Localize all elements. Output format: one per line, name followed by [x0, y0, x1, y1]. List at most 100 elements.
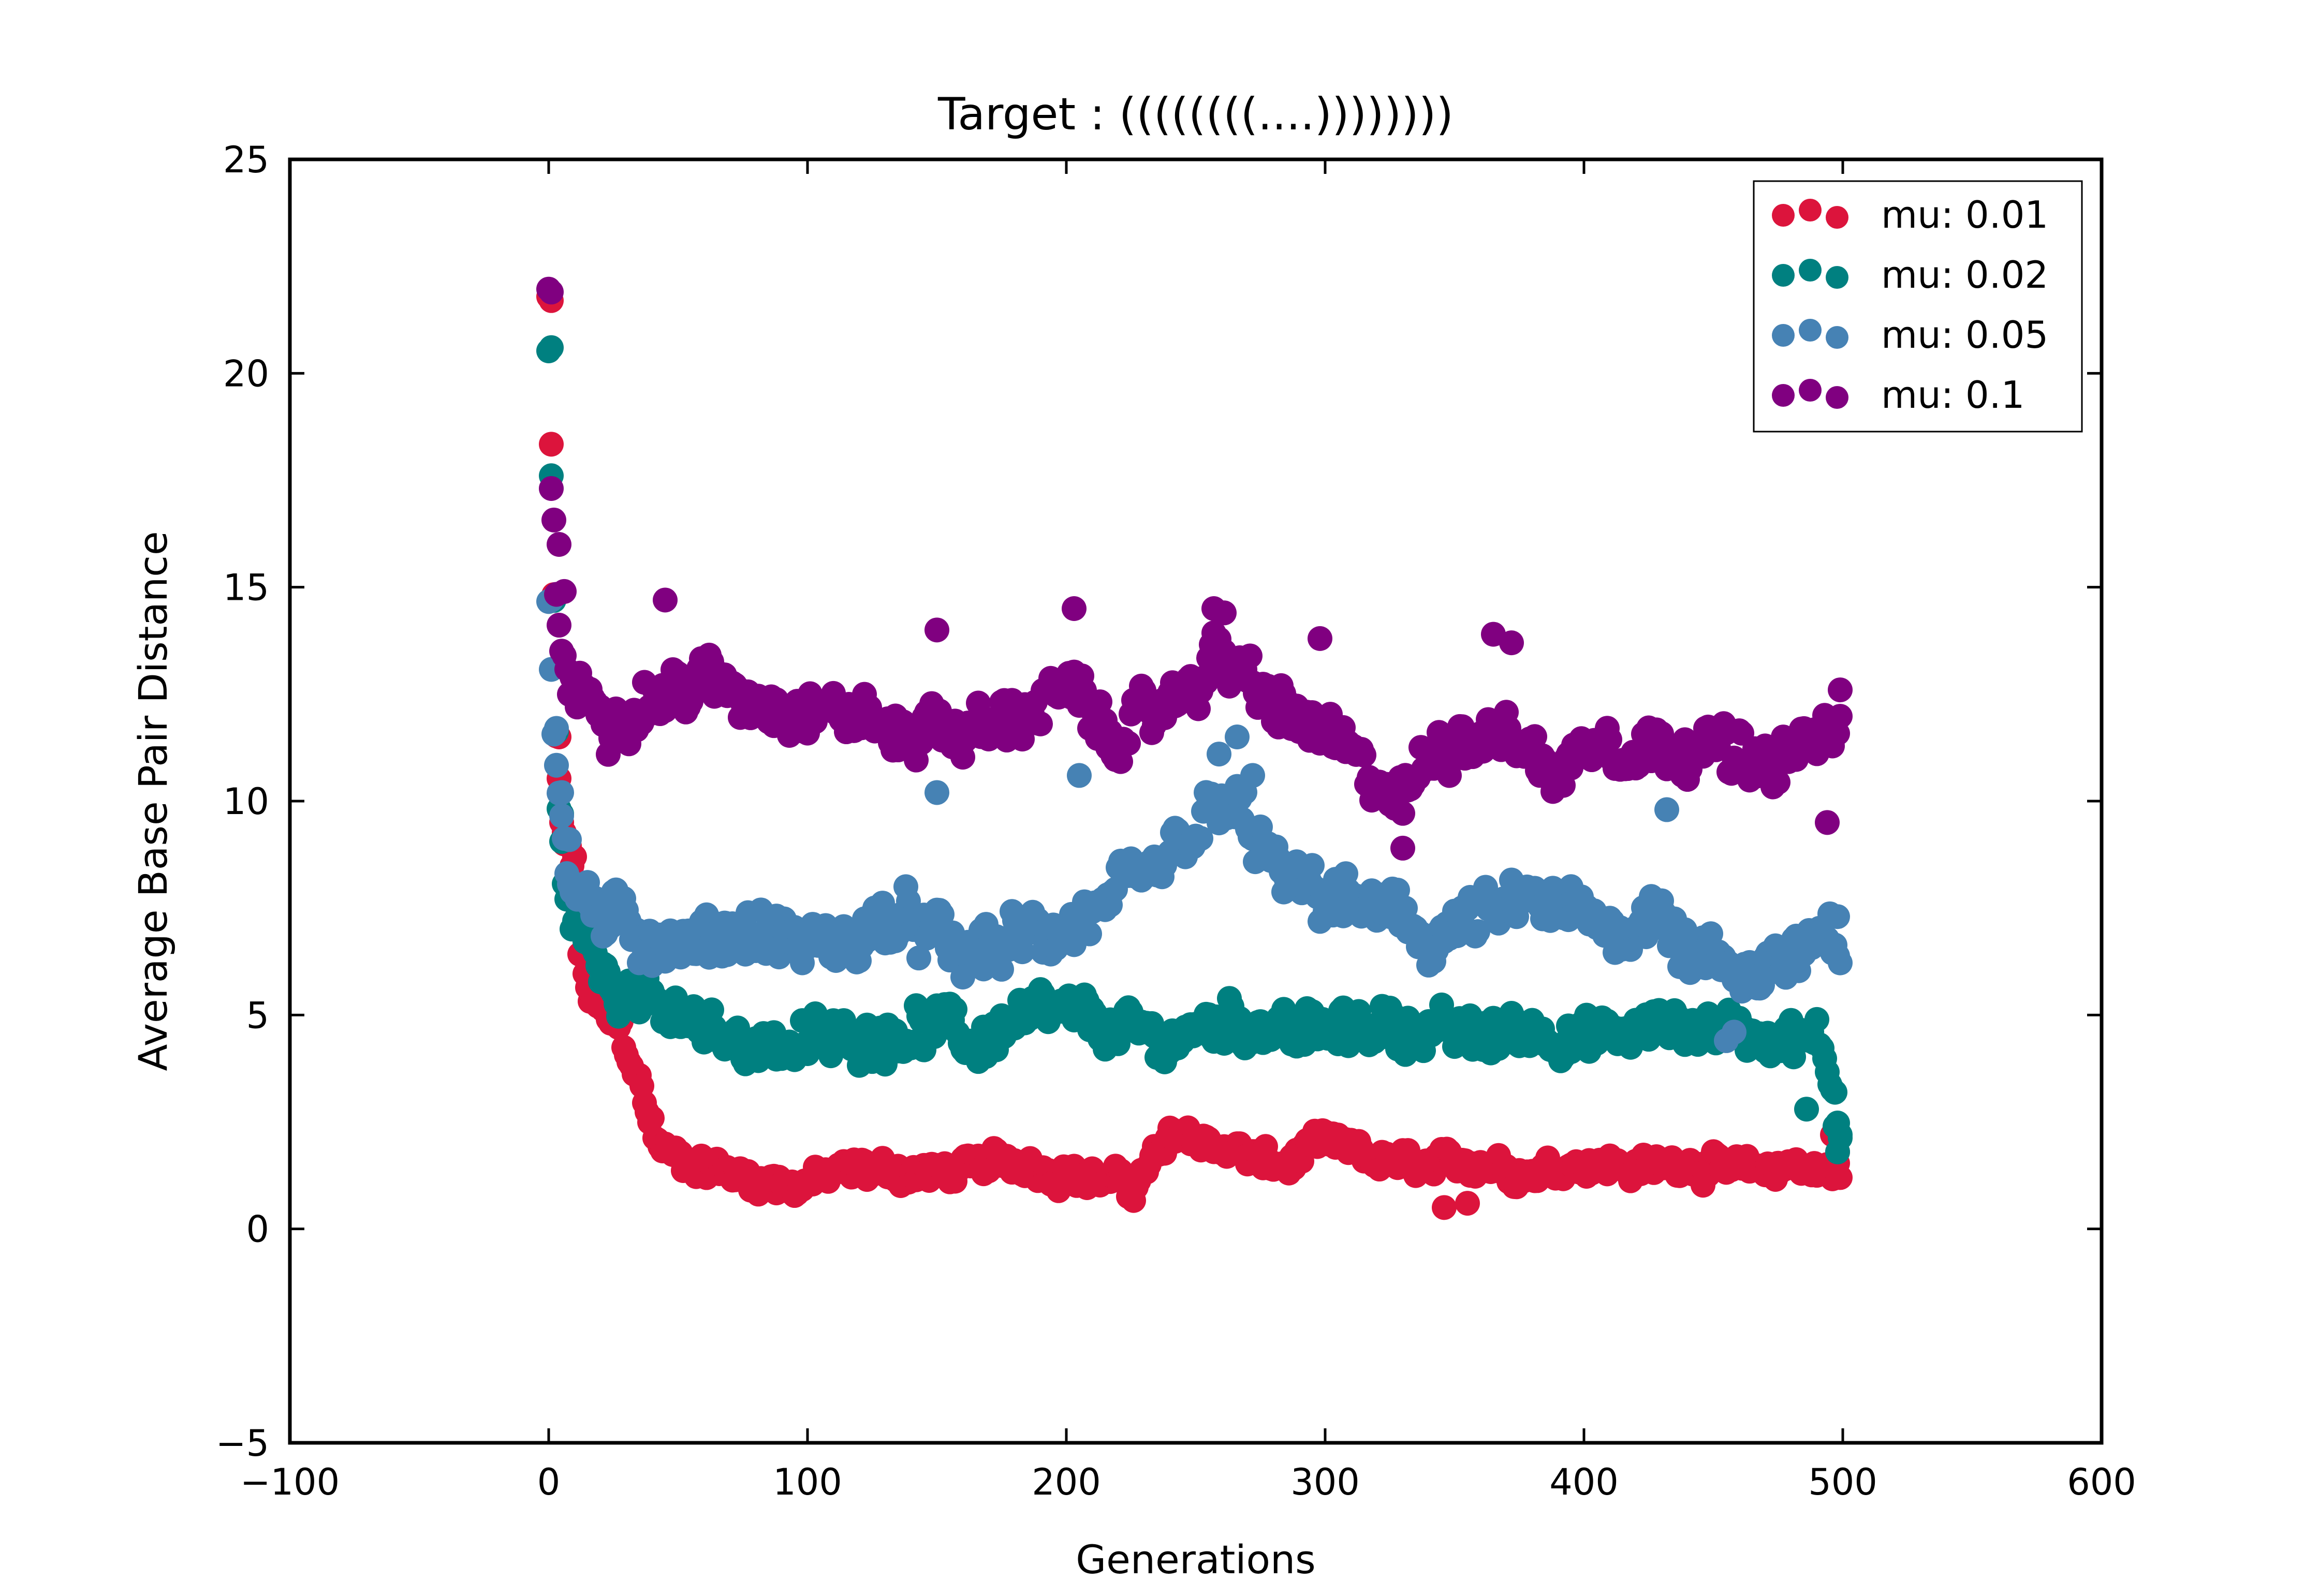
data-point — [943, 997, 967, 1022]
data-point — [1067, 763, 1092, 788]
data-point — [1010, 727, 1035, 752]
legend-marker-3 — [1772, 319, 1848, 349]
data-point — [539, 335, 564, 360]
legend-marker-dot — [1799, 199, 1822, 221]
legend-marker-dot — [1826, 206, 1848, 229]
series-1-points — [536, 284, 1853, 1220]
legend-marker-dot — [1772, 264, 1795, 287]
data-point — [1828, 950, 1853, 976]
data-point — [924, 780, 949, 805]
legend-marker-4 — [1772, 379, 1848, 409]
x-tick-label: 300 — [1290, 1461, 1360, 1503]
data-point — [539, 476, 564, 501]
data-point — [906, 945, 931, 971]
data-point — [1636, 917, 1661, 942]
legend-marker-dot — [1826, 386, 1848, 409]
data-point — [870, 891, 895, 916]
data-point — [1781, 1044, 1806, 1070]
data-point — [549, 780, 574, 805]
data-point — [1828, 1165, 1853, 1190]
data-point — [1823, 1080, 1847, 1105]
data-point — [544, 716, 569, 741]
data-point — [653, 587, 678, 613]
data-point — [541, 507, 566, 533]
data-point — [1062, 596, 1087, 621]
data-point — [1238, 643, 1263, 669]
x-tick-label: 100 — [773, 1461, 842, 1503]
data-point — [1522, 724, 1547, 749]
y-tick-label: 20 — [223, 352, 269, 395]
data-point — [1804, 1007, 1829, 1032]
data-point — [924, 617, 949, 643]
data-point — [1714, 1028, 1739, 1053]
data-point — [1010, 939, 1035, 965]
data-point — [539, 432, 564, 457]
legend-label-2: mu: 0.02 — [1881, 253, 2048, 297]
series-3-points — [536, 587, 1853, 1053]
data-point — [1308, 626, 1332, 651]
legend-label-1: mu: 0.01 — [1881, 193, 2048, 237]
data-point — [930, 902, 955, 927]
data-point — [1240, 763, 1265, 788]
data-point — [1390, 801, 1415, 826]
legend-marker-dot — [1772, 204, 1795, 227]
points-layer — [536, 276, 1853, 1220]
data-point — [547, 613, 571, 638]
data-point — [539, 279, 564, 305]
ticks-layer: −100 0 100 200 300 400 500 600 −5 0 5 10 15 20 25 — [216, 139, 2136, 1503]
legend-marker-dot — [1799, 379, 1822, 402]
data-point — [1028, 711, 1053, 736]
data-point — [989, 956, 1014, 982]
data-point — [813, 913, 838, 938]
data-point — [640, 1105, 665, 1131]
data-point — [1465, 919, 1490, 944]
legend-label-3: mu: 0.05 — [1881, 313, 2048, 357]
data-point — [1794, 1097, 1819, 1122]
data-point — [552, 579, 577, 604]
legend-marker-dot — [1799, 319, 1822, 342]
chart-title: Target : ((((((((....)))))))) — [937, 88, 1454, 140]
x-tick-label: 0 — [537, 1461, 561, 1503]
data-point — [1432, 1195, 1457, 1220]
data-point — [1207, 742, 1231, 767]
data-point — [1116, 731, 1141, 756]
data-point — [1654, 797, 1679, 822]
legend-marker-dot — [1799, 259, 1822, 282]
data-point — [557, 827, 582, 852]
y-tick-label: 25 — [223, 139, 269, 181]
legend-marker-dot — [1772, 324, 1795, 347]
data-point — [549, 803, 574, 829]
x-tick-label: 500 — [1808, 1461, 1877, 1503]
data-point — [1766, 770, 1790, 795]
data-point — [1828, 704, 1853, 729]
data-point — [1390, 835, 1415, 861]
legend-marker-dot — [1772, 384, 1795, 407]
y-axis-label: Average Base Pair Distance — [130, 531, 176, 1071]
data-point — [1188, 826, 1213, 851]
data-point — [1597, 727, 1622, 752]
legend-marker-dot — [1826, 266, 1848, 289]
x-axis-label: Generations — [1076, 1536, 1316, 1583]
legend-marker-2 — [1772, 259, 1848, 289]
data-point — [1352, 743, 1376, 768]
data-point — [1815, 810, 1840, 835]
x-tick-label: −100 — [240, 1461, 340, 1503]
data-point — [1828, 677, 1853, 703]
x-tick-label: 200 — [1032, 1461, 1101, 1503]
data-point — [544, 752, 569, 778]
legend: mu: 0.01 mu: 0.02 mu: 0.05 mu: 0.1 — [1753, 180, 2083, 433]
x-tick-label: 400 — [1549, 1461, 1619, 1503]
data-point — [1784, 747, 1809, 772]
y-tick-label: 10 — [223, 780, 269, 823]
x-tick-label: 600 — [2067, 1461, 2136, 1503]
legend-label-4: mu: 0.1 — [1881, 373, 2024, 417]
data-point — [1300, 853, 1325, 878]
data-point — [1225, 725, 1250, 749]
data-point — [547, 532, 571, 557]
data-point — [1828, 1122, 1853, 1147]
legend-marker-dot — [1826, 326, 1848, 349]
data-point — [1455, 1191, 1480, 1216]
legend-marker-1 — [1772, 199, 1848, 229]
